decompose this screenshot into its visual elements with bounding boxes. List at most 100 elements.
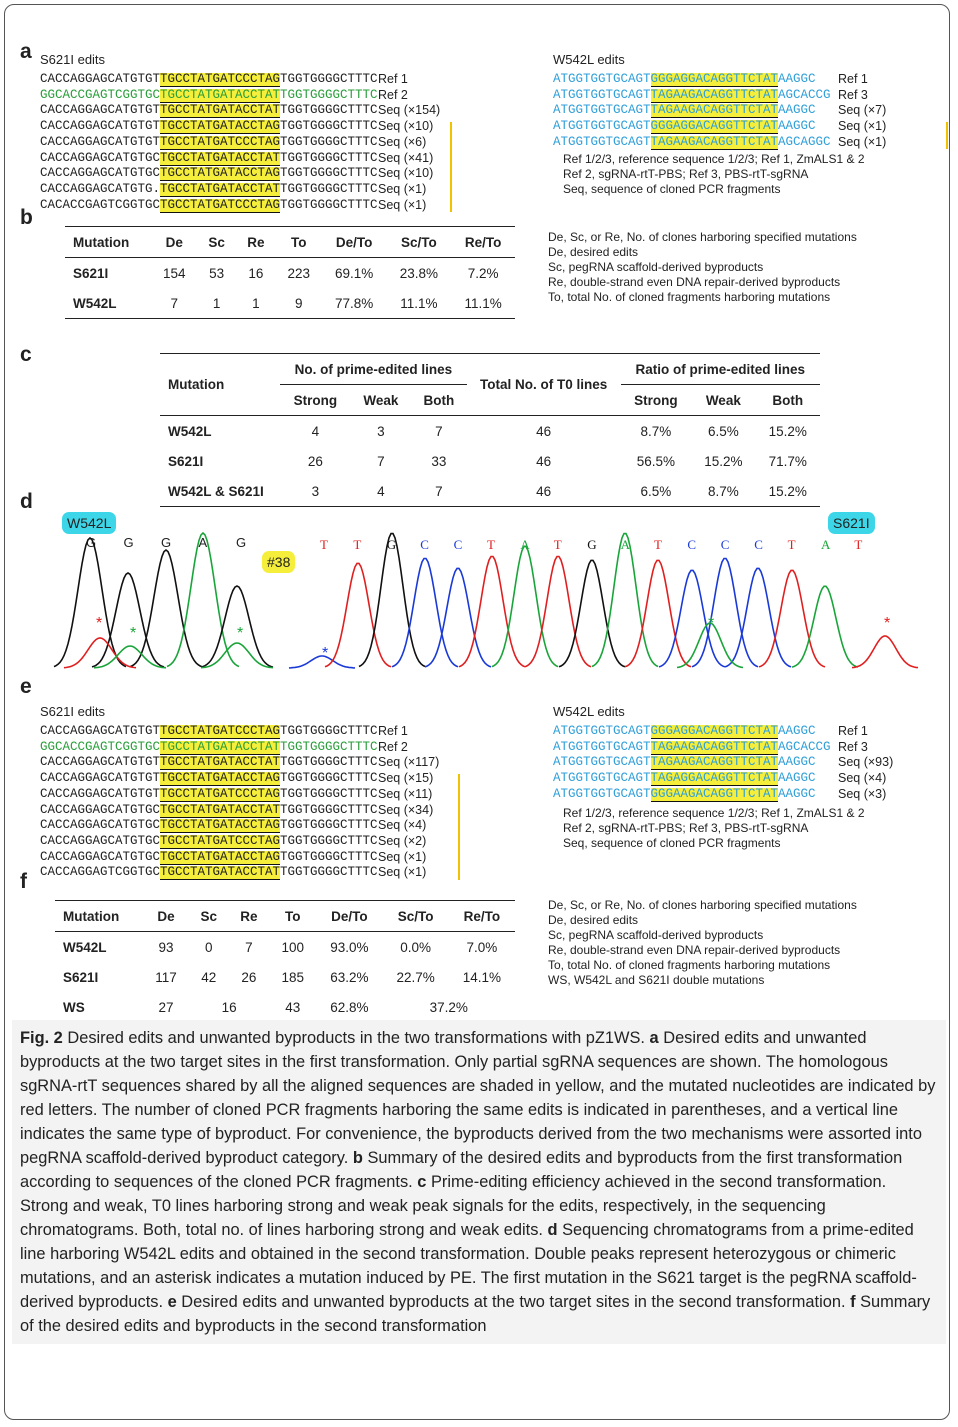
sequence-tag: Ref 1 [378,72,408,88]
cell: W542L & S621I [160,476,280,507]
header-cell: Sc/To [382,901,448,932]
block-title: W542L edits [553,704,625,719]
note: To, total No. of cloned fragments harbor… [548,290,830,305]
caption-text: Desired edits and unwanted byproducts at… [20,1029,935,1167]
note: De, Sc, or Re, No. of clones harboring s… [548,898,857,913]
note: Sc, pegRNA scaffold-derived byproducts [548,260,763,275]
cell: 7 [151,288,197,319]
cell: 7 [411,476,466,507]
sequence: CACCAGGAGCATGTGTTGCCTATGATACCTAGTGGTGGGG… [40,771,378,787]
cell: 8.7% [621,416,692,447]
caption: Fig. 2 Desired edits and unwanted byprod… [12,1020,946,1344]
sequence-tag: Seq (×4) [378,818,426,834]
sequence: CACCAGGAGCATGTGTTGCCTATGATACCTATTGGTGGGG… [40,103,378,119]
cell: 11.1% [451,288,515,319]
asterisk: * [322,645,328,662]
header-cell: Re/To [451,227,515,258]
sequence-tag: Ref 3 [838,88,868,104]
cell: 3 [351,416,412,447]
cell: S621I [160,446,280,476]
cell: 15.2% [756,416,820,447]
cell: 185 [269,962,316,992]
figure-label: Fig. 2 [20,1029,63,1047]
cell: 62.8% [316,992,382,1023]
note: Seq, sequence of cloned PCR fragments [563,182,780,197]
header-cell: Weak [351,385,412,416]
sequence-tag: Seq (×1) [378,850,426,866]
cell: 16 [189,992,269,1023]
cell: 4 [280,416,351,447]
cell: 7 [351,446,412,476]
cell: 6.5% [691,416,755,447]
note: Re, double-strand even DNA repair-derive… [548,943,840,958]
trace-peak [425,568,491,667]
note: Ref 1/2/3, reference sequence 1/2/3; Ref… [563,806,865,821]
header-cell: Sc [189,901,229,932]
panel-label: c [20,343,32,367]
sequence: CACCAGGAGCATGTGCTGCCTATGATACCTATTGGTGGGG… [40,151,378,167]
cell: 77.8% [322,288,387,319]
cell: 46 [467,416,621,447]
header-cell: Re [229,901,270,932]
cell: 42 [189,962,229,992]
sequence: CACCAGGAGCATGTGCTGCCTATGATACCTAGTGGTGGGG… [40,818,378,834]
header-cell: To [269,901,316,932]
cell: 26 [229,962,270,992]
sequence-tag: Ref 3 [838,740,868,756]
sequence-tag: Seq (×41) [378,151,433,167]
header-cell: Total No. of T0 lines [467,354,621,416]
sequence-tag: Seq (×3) [838,787,886,803]
sequence-tag: Ref 1 [838,724,868,740]
note: Ref 2, sgRNA-rtT-PBS; Ref 3, PBS-rtT-sgR… [563,821,808,836]
sequence-tag: Seq (×117) [378,755,439,771]
table-row: S621I117422618563.2%22.7%14.1% [55,962,515,992]
cell: 33 [411,446,466,476]
sequence: CACACCGAGTCGGTGCTGCCTATGATCCCTAGTGGTGGGG… [40,198,378,214]
header-cell: Strong [621,385,692,416]
sequence-tag: Seq (×11) [378,787,432,803]
sequence-tag: Ref 2 [378,88,408,104]
sequence: ATGGTGGTGCAGTTAGAAGACAGGTTCTATAAGGC [553,755,816,771]
block-title: S621I edits [40,52,105,67]
cell: 63.2% [316,962,382,992]
caption-label: c [417,1173,426,1191]
sequence: ATGGTGGTGCAGTGGGAAGACAGGTTCTATAAGGC [553,787,816,803]
note: WS, W542L and S621I double mutations [548,973,764,988]
note: Re, double-strand even DNA repair-derive… [548,275,840,290]
trace-peak [759,570,825,667]
header-cell: Ratio of prime-edited lines [621,354,820,385]
sequence: CACCAGGAGCATGTGTTGCCTATGATACCTATTGGTGGGG… [40,755,378,771]
header-cell: De [143,901,189,932]
cell: 8.7% [691,476,755,507]
cell: 0 [189,932,229,963]
block-title: S621I edits [40,704,105,719]
sequence: CACCAGGAGCATGTGCTGCCTATGATACCTAGTGGTGGGG… [40,850,378,866]
caption-text: Desired edits and unwanted byproducts in… [67,1029,645,1047]
sequence-tag: Seq (×1) [378,198,426,214]
cell: 4 [351,476,412,507]
sequence-tag: Ref 1 [838,72,868,88]
asterisk: * [130,625,136,642]
sequence-tag: Ref 2 [378,740,408,756]
cell: 0.0% [382,932,448,963]
cell: W542L [160,416,280,447]
cell: S621I [55,962,143,992]
cell: 9 [276,288,322,319]
cell: 71.7% [756,446,820,476]
sequence: ATGGTGGTGCAGTGGGAGGACAGGTTCTATAAGGC [553,119,816,135]
cell: 53 [197,258,236,289]
sequence-tag: Seq (×4) [838,771,886,787]
cell: 7 [411,416,466,447]
panel-label: b [20,206,33,230]
cell: 100 [269,932,316,963]
sequence: CACCAGGAGCATGTGTTGCCTATGATCCCTAGTGGTGGGG… [40,787,378,803]
sequence: GGCACCGAGTCGGTGCTGCCTATGATACCTATTGGTGGGG… [40,740,378,756]
sequence-tag: Seq (×154) [378,103,440,119]
header-cell: No. of prime-edited lines [280,354,466,385]
cell: 43 [269,992,316,1023]
cell: 22.7% [382,962,448,992]
trace-peak [659,570,725,667]
asterisk: * [884,615,890,632]
